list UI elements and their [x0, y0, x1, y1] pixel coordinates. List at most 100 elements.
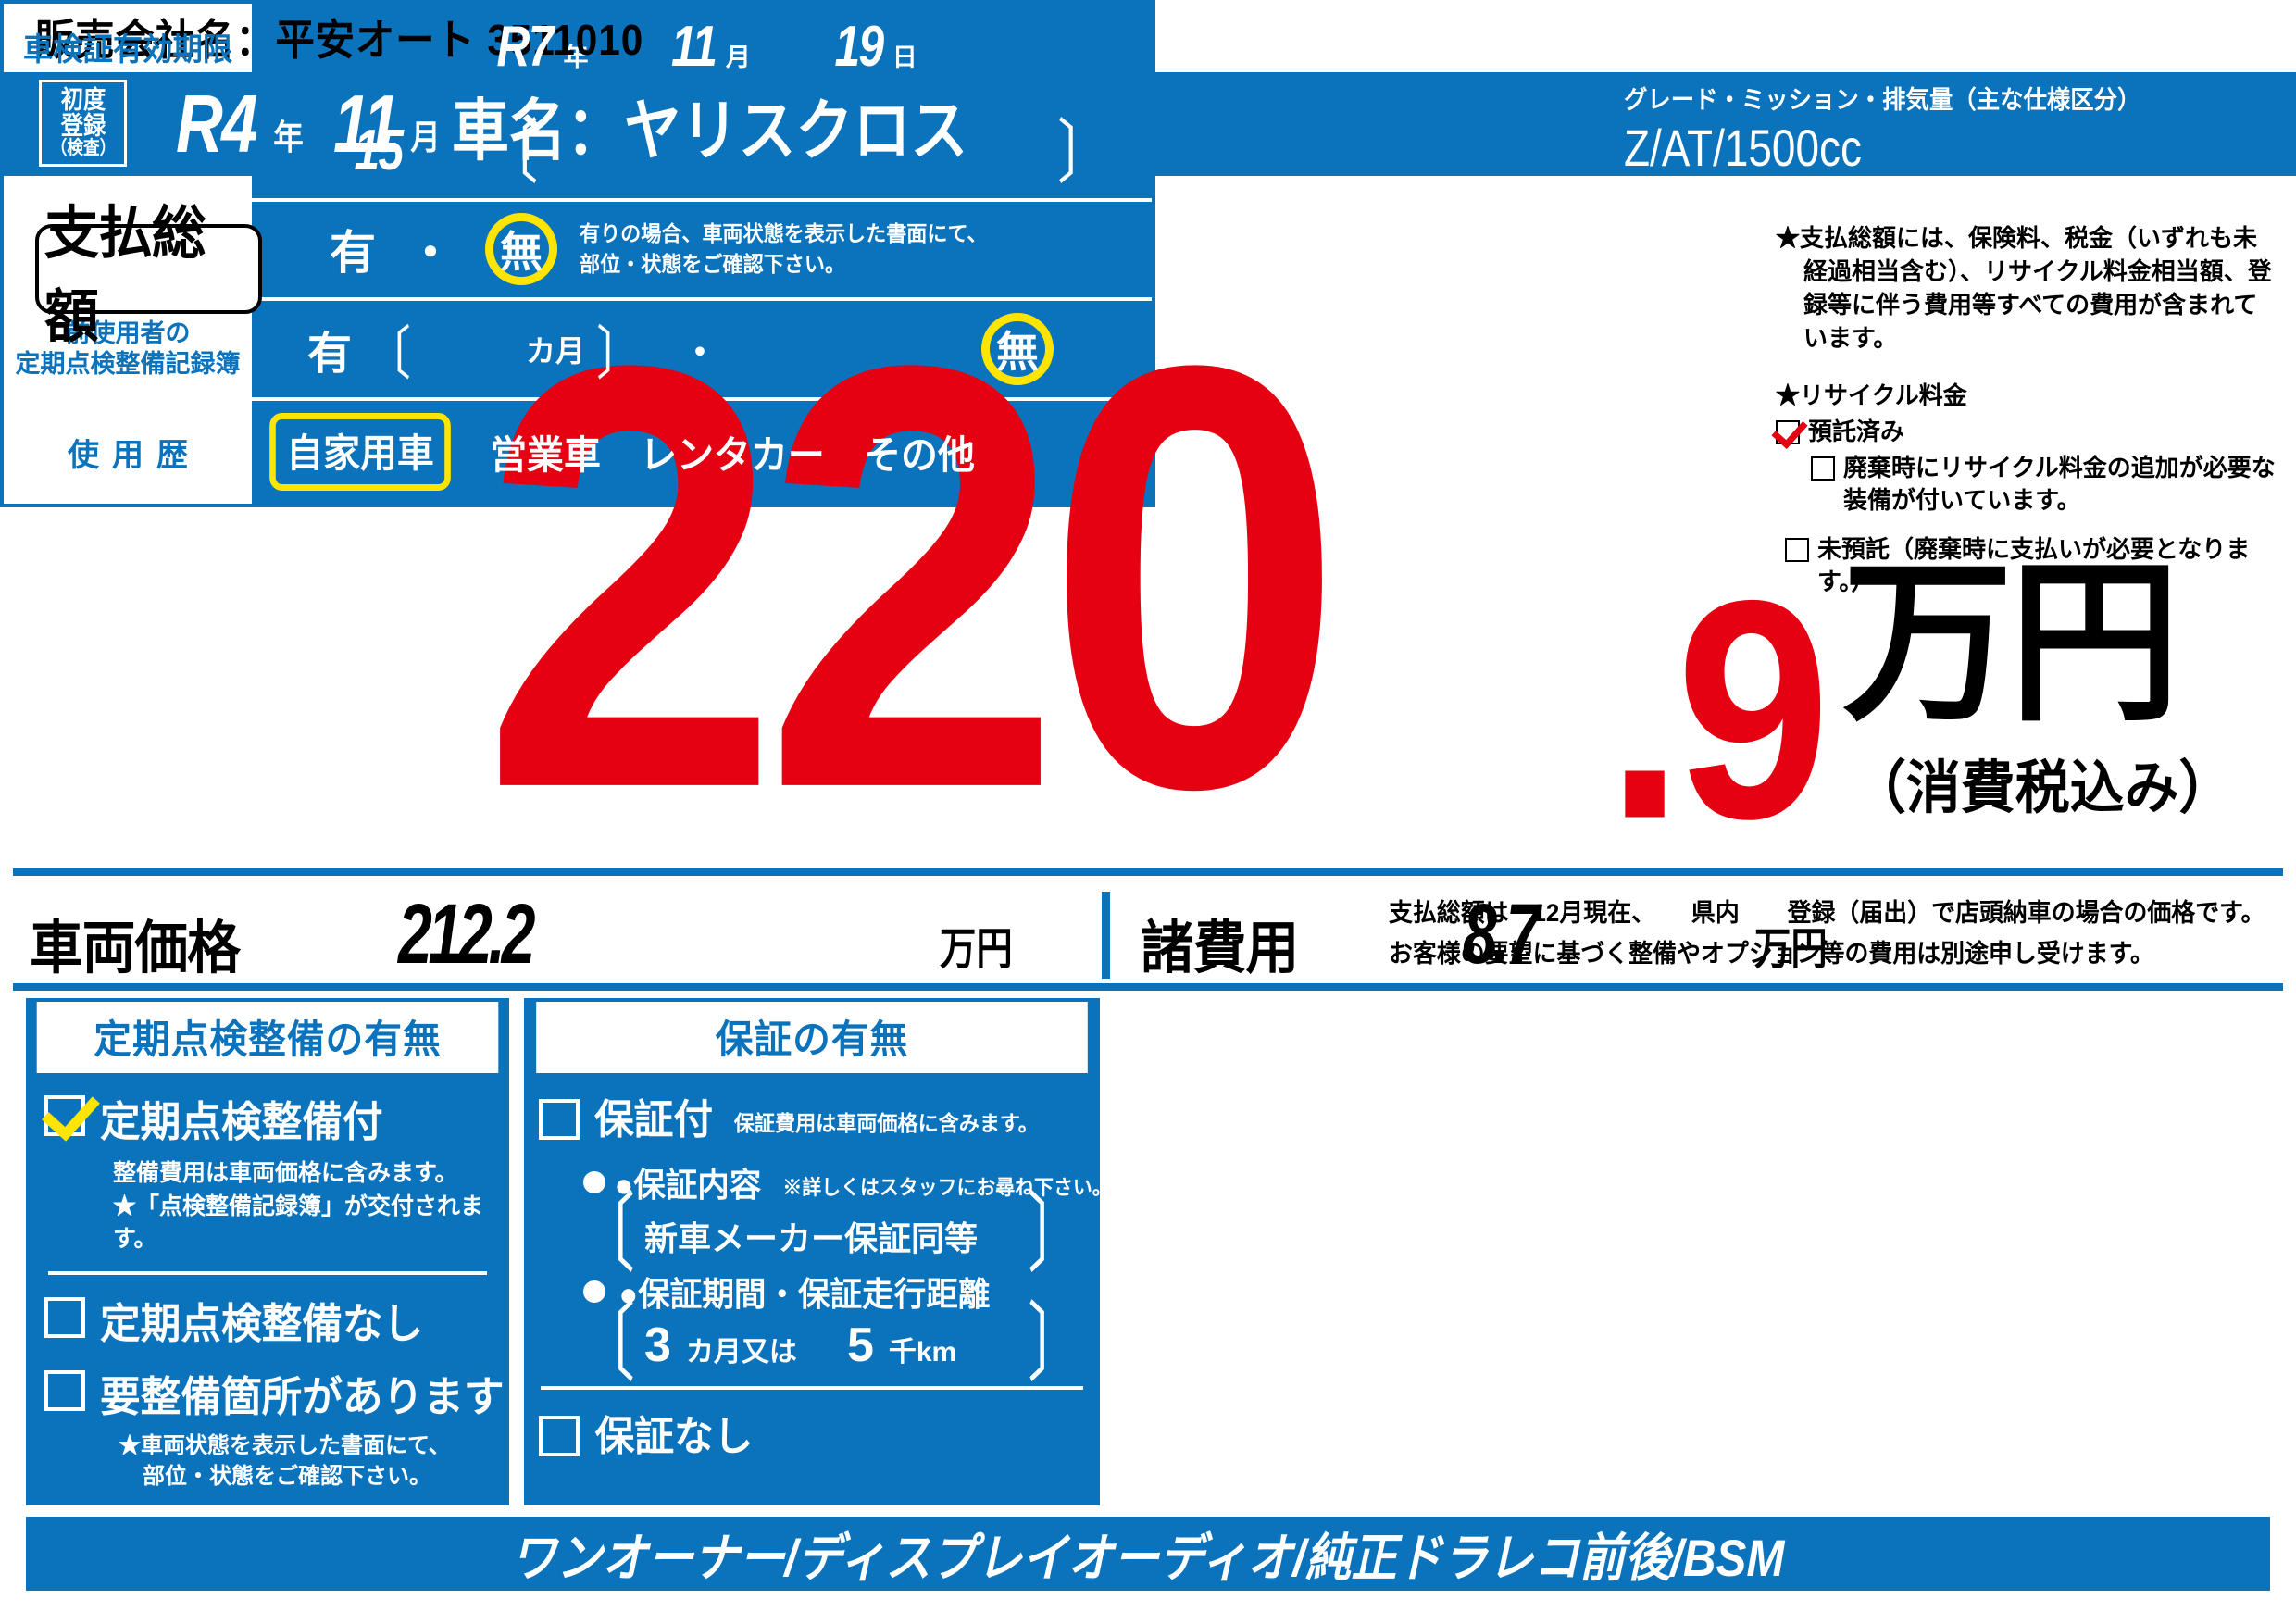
warranty-content-label: ●保証内容: [614, 1166, 762, 1204]
spec-value-previous-owner-record: 有 〔 カ月 〕 ・ 無: [254, 299, 1152, 401]
price-breakdown-row: 車両価格 212.2 万円 諸費用 8.7 万円 支払総額は 12月現在、 県内…: [0, 884, 2296, 986]
repair-history-note-2: 部位・状態をご確認下さい。: [580, 252, 846, 277]
prev-record-separator: ・: [681, 332, 719, 374]
warranty-period-km: 5: [846, 1318, 874, 1372]
bracket-open-icon: 〔: [365, 321, 412, 387]
registration-year-value: R4: [176, 78, 257, 169]
warranty-period-bracket: 〔 3 カ月又は 5 千km 〕: [578, 1302, 1085, 1387]
total-payment-badge-label: 支払総額: [44, 201, 206, 349]
warranty-option-with[interactable]: 保証付 保証費用は車両価格に含みます。: [539, 1086, 1085, 1145]
grade-value: Z/AT/1500cc: [1624, 119, 1862, 177]
usage-option-rental[interactable]: レンタカー: [640, 432, 825, 477]
usage-option-commercial[interactable]: 営業車: [490, 432, 601, 477]
inspection-option-with[interactable]: 定期点検整備付: [44, 1088, 491, 1148]
prev-record-no-selected[interactable]: 無: [981, 313, 1054, 386]
warranty-panel: 保証の有無 保証付 保証費用は車両価格に含みます。 ●保証内容 ※詳しくはスタッ…: [524, 998, 1111, 1505]
recycle-none-row[interactable]: 未預託（廃棄時に支払いが必要となります。）: [1776, 533, 2276, 598]
checkbox-empty-icon[interactable]: [539, 1416, 580, 1456]
repair-history-no-selected[interactable]: 無: [485, 213, 557, 286]
spec-header-usage-history-label: 使用歴: [68, 437, 201, 473]
warranty-period-km-unit: 千km: [888, 1337, 957, 1368]
warranty-period-row: ●保証期間・保証走行距離: [583, 1268, 1085, 1316]
spec-header-prev-line1: 前使用者の: [65, 319, 191, 348]
inspection-option-without[interactable]: 定期点検整備なし: [44, 1290, 491, 1350]
expiry-year-value: R7: [496, 15, 555, 80]
warranty-none-label: 保証なし: [594, 1414, 754, 1459]
vehicle-price-value: 212.2: [398, 887, 535, 981]
warranty-period-label: ●保証期間・保証走行距離: [618, 1275, 991, 1313]
usage-option-other[interactable]: その他: [864, 432, 975, 477]
checkbox-empty-icon[interactable]: [1811, 456, 1835, 481]
warranty-period-months: 3: [644, 1318, 671, 1372]
bracket-open-icon: 〔: [484, 113, 539, 193]
disclaimer-line-1: 支払総額は 12月現在、 県内 登録（届出）で店頭納車の場合の価格です。: [1389, 899, 2265, 927]
bracket-close-icon: 〕: [1027, 1296, 1085, 1393]
vehicle-price-label: 車両価格: [30, 917, 241, 981]
mileage-value: 15: [354, 118, 404, 182]
bracket-open-icon: 〔: [578, 1296, 636, 1393]
table-row-usage-history: 使用歴 自家用車 営業車 レンタカー その他: [4, 398, 1152, 504]
inspection-repair-note-1: ★車両状態を表示した書面にて、: [119, 1432, 451, 1458]
inspection-repair-note-2: 部位・状態をご確認下さい。: [143, 1464, 431, 1490]
recycle-extra-row[interactable]: 廃棄時にリサイクル料金の追加が必要な装備が付いています。: [1776, 452, 2276, 517]
divider-above-breakdown: [13, 868, 2283, 876]
breakdown-disclaimer: 支払総額は 12月現在、 県内 登録（届出）で店頭納車の場合の価格です。 お客様…: [1389, 893, 2265, 974]
inspection-without-label: 定期点検整備なし: [100, 1299, 424, 1347]
shop-name-row: 販売会社名：平安オート 3511010: [35, 9, 1516, 65]
equipment-text: ワンオーナー/ディスプレイオーディオ/純正ドラレコ前後/BSM: [511, 1528, 1785, 1587]
recycle-deposited-row[interactable]: 預託済み: [1776, 416, 2276, 448]
checkbox-empty-icon[interactable]: [539, 1099, 580, 1140]
first-registration-box: 初度 登録 （検査）: [39, 80, 127, 167]
checkbox-checked-icon[interactable]: [1776, 420, 1800, 445]
header-main-group: R4 年 11 月 車名：ヤリスクロス: [176, 72, 1052, 176]
inspection-needs-repair-label: 要整備箇所があります: [100, 1372, 505, 1420]
table-row-previous-owner-record: 前使用者の 定期点検整備記録簿 有 〔 カ月 〕 ・ 無: [4, 299, 1152, 401]
inspection-with-note-2: ★「点検整備記録簿」が交付されます。: [113, 1193, 484, 1253]
price-integer-part: 220: [481, 240, 1344, 913]
warranty-content-value-bracket: 〔 新車メーカー保証同等 〕: [578, 1193, 1085, 1278]
notes-spacer: [1776, 356, 2276, 380]
periodic-inspection-panel: 定期点検整備の有無 定期点検整備付 整備費用は車両価格に含みます。 ★「点検整備…: [26, 998, 509, 1505]
checkbox-empty-icon[interactable]: [1785, 537, 1809, 562]
prev-record-months-unit: カ月: [526, 334, 586, 369]
registration-month-value: 11: [332, 78, 399, 169]
warranty-panel-divider: [541, 1386, 1083, 1390]
repair-history-separator: ・: [407, 227, 454, 280]
warranty-option-none[interactable]: 保証なし: [539, 1403, 1085, 1462]
registration-year-unit: 年: [272, 119, 304, 156]
prev-record-yes[interactable]: 有: [307, 330, 353, 380]
checkbox-empty-icon[interactable]: [44, 1369, 85, 1411]
bracket-close-icon: 〕: [1027, 1187, 1085, 1284]
repair-history-yes[interactable]: 有: [330, 227, 376, 280]
total-payment-badge: 支払総額: [35, 202, 262, 349]
divider-below-breakdown: [13, 983, 2283, 991]
checkbox-empty-icon[interactable]: [44, 1296, 85, 1338]
warranty-content-row: ●保証内容 ※詳しくはスタッフにお尋ね下さい。: [583, 1158, 1111, 1206]
inspection-with-note-1: 整備費用は車両価格に含みます。: [113, 1160, 458, 1186]
recycle-extra-label: 廃棄時にリサイクル料金の追加が必要な装備が付いています。: [1843, 454, 2276, 515]
price-tax-included-note: （消費税込み）: [1852, 756, 2234, 820]
registration-month-unit: 月: [410, 119, 441, 156]
shop-name-text: 販売会社名：平安オート 3511010: [35, 16, 644, 64]
expiry-day-unit: 日: [892, 44, 917, 72]
spec-value-repair-history: 有 ・ 無 有りの場合、車両状態を表示した書面にて、 部位・状態をご確認下さい。: [254, 199, 1152, 302]
vehicle-header-bar: 初度 登録 （検査） R4 年 11 月 車名：ヤリスクロス グレード・ミッショ…: [0, 72, 2296, 177]
inspection-option-needs-repair[interactable]: 要整備箇所があります: [44, 1363, 505, 1423]
recycle-deposited-label: 預託済み: [1808, 418, 1905, 446]
usage-option-private-selected[interactable]: 自家用車: [269, 413, 451, 492]
fees-label: 諸費用: [1141, 917, 1299, 981]
fees-unit: 万円: [1754, 925, 1828, 974]
first-registration-line2: 登録: [60, 111, 106, 140]
repair-history-note: 有りの場合、車両状態を表示した書面にて、 部位・状態をご確認下さい。: [580, 219, 988, 281]
checkbox-checked-icon[interactable]: [44, 1095, 85, 1136]
bracket-close-icon: 〕: [596, 321, 643, 387]
warranty-with-label: 保証付: [593, 1097, 714, 1143]
price-unit-man-en: 万円: [1842, 545, 2180, 742]
price-decimal-part: .9: [1606, 534, 1830, 884]
warranty-with-note: 保証費用は車両価格に含みます。: [733, 1111, 1039, 1135]
recycle-none-label: 未預託（廃棄時に支払いが必要となります。）: [1817, 534, 2251, 595]
inspection-with-label: 定期点検整備付: [100, 1098, 383, 1145]
fees-value: 8.7: [1463, 887, 1540, 981]
vehicle-price-unit: 万円: [940, 925, 1013, 974]
right-notes-block: ★支払総額には、保険料、税金（いずれも未経過相当含む）、リサイクル料金相当額、登…: [1776, 222, 2276, 598]
